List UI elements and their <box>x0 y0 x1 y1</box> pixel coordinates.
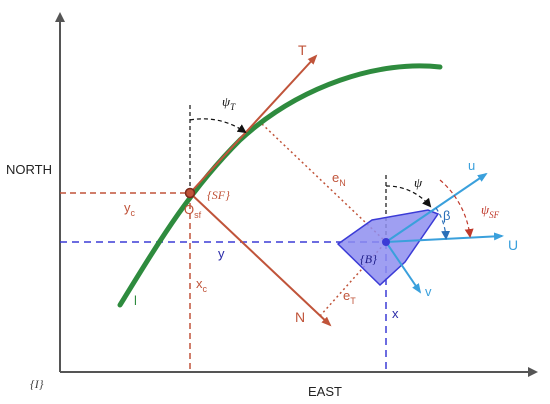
psi-sf-arc <box>439 179 474 238</box>
normal-label: N <box>295 309 305 325</box>
et-label: eT <box>343 288 356 306</box>
tangent-error-line <box>319 241 387 317</box>
U-label: U <box>508 237 518 253</box>
sf-frame-label: {SF} <box>207 188 230 202</box>
body-origin-point <box>382 238 390 246</box>
east-label: EAST <box>308 384 342 399</box>
tangent-label: T <box>298 42 307 58</box>
normal-axis <box>189 192 332 327</box>
en-label: eN <box>332 170 346 188</box>
path-label: l <box>134 293 137 308</box>
x-label: x <box>392 306 399 321</box>
body-frame-label: {B} <box>360 252 377 266</box>
sf-origin-label: Osf <box>184 202 202 220</box>
yc-label: yc <box>124 200 136 218</box>
sf-origin-point <box>184 187 196 199</box>
psi-t-label: ψT <box>222 94 236 112</box>
psi-arc <box>385 185 432 208</box>
vehicle-hull <box>336 209 440 287</box>
beta-arc <box>435 207 451 240</box>
normal-error-line <box>261 123 387 243</box>
xc-label: xc <box>196 276 208 294</box>
v-label: v <box>425 284 432 299</box>
psi-label: ψ <box>414 175 423 190</box>
beta-label: β <box>443 208 450 223</box>
psi-sf-label: ψSF <box>481 202 500 220</box>
psi-t-arc <box>189 118 247 134</box>
y-label: y <box>218 246 225 261</box>
v-axis <box>385 241 422 294</box>
u-label: u <box>468 158 475 173</box>
inertial-frame-label: {I} <box>30 377 44 391</box>
north-label: NORTH <box>6 162 52 177</box>
tangent-axis <box>189 54 318 194</box>
